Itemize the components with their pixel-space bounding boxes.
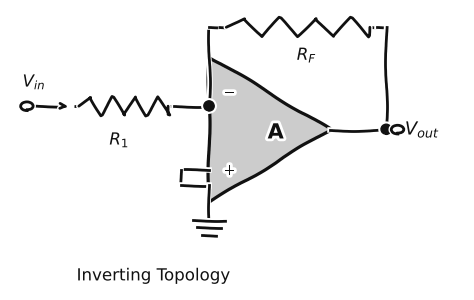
Text: $R_1$: $R_1$ [109,130,129,149]
Text: $R_F$: $R_F$ [297,45,317,65]
Text: +: + [223,163,236,178]
Text: Inverting Topology: Inverting Topology [77,266,229,284]
Polygon shape [209,56,330,203]
Text: $V_{in}$: $V_{in}$ [23,72,46,92]
Text: −: − [223,85,236,100]
Text: A: A [268,122,284,142]
Text: $V_{out}$: $V_{out}$ [405,119,440,140]
